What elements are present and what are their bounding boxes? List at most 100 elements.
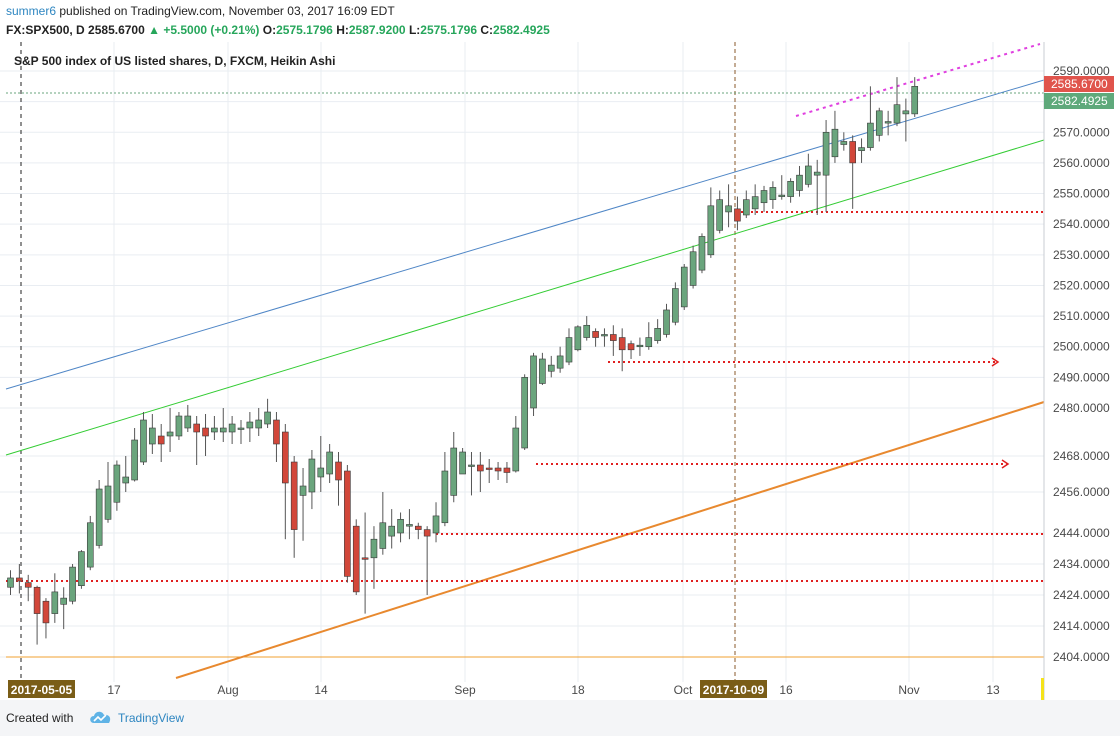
price-chart[interactable]: S&P 500 index of US listed shares, D, FX… [0,42,1120,700]
time-axis[interactable]: 17 Aug 14 Sep 18 Oct 16 Nov 13 2017-05-05 2017-10-… [8,678,1044,700]
candle-body [122,476,130,484]
candle-body [512,427,520,472]
candle-body [335,461,342,481]
x-tick-label: Oct [674,683,693,697]
candle-body [751,196,759,210]
x-tick-label: 14 [314,683,328,697]
footer-bar: Created with TradingView [0,700,1120,736]
candle-body [175,415,183,437]
candle-body [742,199,750,216]
y-tick-label: 2444.0000 [1053,526,1110,540]
candle-body [42,600,50,624]
x-tick-label: 13 [986,683,1000,697]
candle-body [494,467,502,472]
y-tick-label: 2510.0000 [1053,309,1110,323]
publish-line: summer6 published on TradingView.com, No… [6,4,395,18]
candle-body [875,110,883,136]
candle-body [290,461,298,530]
candle-body [86,522,94,568]
last-price: 2585.6700 [88,23,145,37]
candle-body [521,377,528,449]
y-tick-label: 2404.0000 [1053,650,1110,664]
symbol-label: FX:SPX500, D [6,23,85,37]
arrow-head-icon [1001,459,1010,469]
candle-body [246,421,254,429]
open-value: 2575.1796 [276,23,333,37]
date-highlight-box [700,680,767,698]
candle-body [725,205,732,213]
y-tick-label: 2480.0000 [1053,401,1110,415]
candle-body [672,288,679,323]
candle-body [361,557,369,560]
candle-body [228,423,236,433]
date-highlight-box [8,680,75,698]
y-tick-label: 2590.0000 [1053,64,1110,78]
high-value: 2587.9200 [348,23,406,37]
candle-body [592,331,599,338]
price-axis[interactable]: 2590.00002580.00002570.00002560.00002550… [1053,64,1110,664]
candle-body [255,419,263,429]
candle-body [734,208,741,222]
candle-body [547,364,555,372]
y-tick-label: 2500.0000 [1053,340,1110,354]
close-price-badge-label: 2582.4925 [1051,94,1108,108]
candle-body [388,525,395,537]
candle-body [95,488,103,546]
chart-header: summer6 published on TradingView.com, No… [0,0,1120,42]
tradingview-brand-link[interactable]: TradingView [118,711,185,725]
candle-body [539,358,546,384]
candle-body [707,205,715,256]
candle-body [583,324,591,338]
price-badges: 2585.6700 2582.4925 [1044,76,1114,109]
low-value: 2575.1796 [420,23,478,37]
date-highlight-label: 2017-10-09 [703,683,765,697]
y-tick-label: 2456.0000 [1053,485,1110,499]
candle-body [219,427,227,433]
x-tick-label: Aug [217,683,238,697]
chart-title: S&P 500 index of US listed shares, D, FX… [14,54,335,68]
candle-body [503,467,511,473]
candle-body [104,485,112,520]
high-label: H: [336,23,349,37]
candle-body [450,447,458,496]
candle-body [636,344,644,348]
candle-body [441,470,449,524]
candle-body [432,515,440,534]
x-tick-label: 17 [107,683,121,697]
published-text: published on TradingView.com, November 0… [59,4,395,18]
candle-body [423,529,431,537]
tradingview-cloud-icon[interactable] [88,708,114,726]
green-channel-line [5,139,1045,456]
candle-body [51,591,59,614]
candle-body [60,597,67,605]
candle-body [237,427,245,430]
candle-body [698,236,706,271]
candle-body [202,427,209,437]
last-price-badge-label: 2585.6700 [1051,77,1108,91]
candle-body [468,464,475,467]
y-tick-label: 2550.0000 [1053,187,1110,201]
candles [7,77,919,645]
candle-body [344,470,351,577]
candle-body [813,171,821,176]
candle-body [849,141,856,164]
candle-body [645,337,653,348]
candle-body [778,194,786,197]
candle-body [680,266,688,308]
candle-body [211,427,218,433]
time-scroll-marker [1041,678,1044,700]
candle-body [69,566,76,602]
candle-body [477,464,484,472]
candle-body [184,415,192,429]
y-tick-label: 2560.0000 [1053,156,1110,170]
author-link[interactable]: summer6 [6,4,57,18]
candle-body [149,427,156,445]
candle-body [601,334,608,337]
candle-body [556,355,564,369]
magenta-trend-line [795,43,1041,117]
x-tick-label: 16 [779,683,793,697]
symbol-line: FX:SPX500, D 2585.6700 ▲ +5.5000 (+0.21%… [6,23,550,37]
candle-body [902,110,910,115]
candle-body [858,147,865,151]
x-tick-label: 18 [571,683,585,697]
